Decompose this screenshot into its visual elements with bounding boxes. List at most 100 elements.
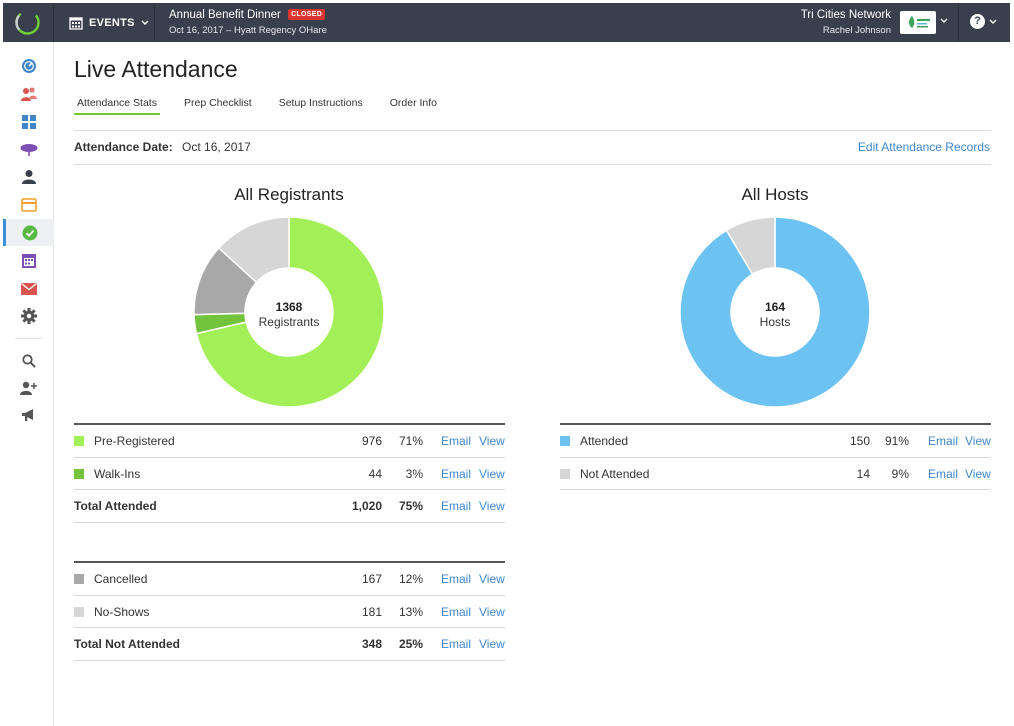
registrants-donut-chart [193, 216, 385, 408]
table-row: Pre-Registered 976 71% Email View [74, 425, 505, 458]
email-link[interactable]: Email [928, 434, 959, 448]
row-count: 976 [361, 434, 382, 448]
row-count: 167 [361, 572, 382, 586]
event-subtitle: Oct 16, 2017 – Hyatt Regency OHare [169, 25, 327, 36]
legend-swatch [74, 436, 84, 446]
status-badge: CLOSED [288, 9, 326, 20]
sidebar-item-announce[interactable] [3, 401, 54, 428]
row-label: Not Attended [580, 466, 650, 481]
app-logo-icon[interactable] [14, 9, 41, 36]
help-menu-button[interactable]: ? [970, 14, 997, 29]
email-link[interactable]: Email [441, 434, 472, 448]
add-user-icon [20, 381, 37, 395]
view-link[interactable]: View [479, 637, 505, 651]
email-link[interactable]: Email [928, 466, 959, 481]
divider [154, 3, 155, 42]
row-percent: 13% [398, 604, 423, 619]
table-row: Cancelled 167 12% Email View [74, 563, 505, 596]
help-icon: ? [970, 14, 985, 29]
divider [958, 3, 959, 42]
tab-order-info[interactable]: Order Info [389, 97, 438, 109]
email-link[interactable]: Email [441, 499, 472, 513]
calendar-grid-icon [69, 17, 83, 30]
sidebar-item-ticket[interactable] [3, 191, 54, 218]
sidebar-item-person[interactable] [3, 163, 54, 190]
table-row: Not Attended 14 9% Email View [560, 458, 991, 490]
event-name: Annual Benefit Dinner [169, 9, 281, 21]
person-icon [21, 169, 36, 184]
sidebar-item-dashboard[interactable] [3, 52, 54, 79]
mail-icon [20, 282, 37, 295]
sidebar-item-settings[interactable] [3, 302, 54, 329]
donut-slice-not-attended [725, 216, 776, 276]
row-percent: 3% [405, 466, 423, 481]
sidebar-item-attendance[interactable] [3, 219, 54, 246]
attendance-date-label: Attendance Date: [74, 140, 173, 154]
chevron-down-icon[interactable] [940, 18, 948, 24]
view-link[interactable]: View [479, 466, 505, 481]
sidebar-divider [15, 338, 42, 339]
table-total-row: Total Not Attended 348 25% Email View [74, 628, 505, 661]
divider [53, 3, 54, 42]
chevron-down-icon [989, 19, 997, 24]
view-link[interactable]: View [479, 604, 505, 619]
row-count: 181 [361, 604, 382, 619]
user-name[interactable]: Rachel Johnson [822, 25, 891, 36]
tables-icon [20, 143, 37, 156]
chevron-down-icon [141, 20, 149, 25]
row-label: Walk-Ins [94, 466, 141, 481]
chart-title-hosts: All Hosts [741, 185, 809, 204]
edit-attendance-records-link[interactable]: Edit Attendance Records [857, 140, 990, 154]
email-link[interactable]: Email [441, 572, 472, 586]
table-row: Attended 150 91% Email View [560, 425, 991, 458]
view-link[interactable]: View [965, 434, 991, 448]
sidebar-item-modules[interactable] [3, 108, 54, 135]
donut-slice-attended [679, 216, 871, 408]
legend-swatch [74, 468, 84, 479]
tab-setup-instructions[interactable]: Setup Instructions [278, 97, 363, 109]
org-name[interactable]: Tri Cities Network [800, 9, 891, 21]
view-link[interactable]: View [479, 572, 505, 586]
tab-attendance-stats[interactable]: Attendance Stats [74, 97, 160, 115]
email-link[interactable]: Email [441, 466, 472, 481]
row-percent: 71% [398, 434, 423, 448]
settings-icon [20, 307, 37, 324]
org-logo[interactable] [900, 11, 936, 34]
legend-swatch [74, 574, 84, 584]
row-percent: 12% [398, 572, 423, 586]
sidebar-item-search[interactable] [3, 347, 54, 374]
calendar-icon [21, 254, 36, 268]
modules-icon [21, 114, 36, 129]
donut-slice-pre-registered [195, 216, 385, 408]
tab-prep-checklist[interactable]: Prep Checklist [183, 97, 252, 109]
email-link[interactable]: Email [441, 637, 472, 651]
view-link[interactable]: View [479, 499, 505, 513]
sidebar-item-mail[interactable] [3, 275, 54, 302]
email-link[interactable]: Email [441, 604, 472, 619]
view-link[interactable]: View [965, 466, 991, 481]
registrants-center-label: Registrants [258, 315, 320, 329]
row-label: Pre-Registered [94, 434, 175, 448]
row-count: 14 [856, 466, 870, 481]
legend-swatch [560, 468, 570, 479]
row-percent: 9% [891, 466, 909, 481]
events-menu-button[interactable]: EVENTS [69, 15, 149, 31]
not-attended-table: Cancelled 167 12% Email View No-Shows 18… [74, 561, 505, 661]
chart-title-registrants: All Registrants [234, 185, 344, 204]
sidebar-item-calendar[interactable] [3, 247, 54, 274]
table-row: Walk-Ins 44 3% Email View [74, 458, 505, 490]
sidebar-item-add-user[interactable] [3, 374, 54, 401]
sidebar-item-tables[interactable] [3, 135, 54, 162]
row-label: Cancelled [94, 572, 148, 586]
tab-bar: Attendance Stats Prep Checklist Setup In… [74, 97, 461, 115]
check-icon [22, 225, 38, 240]
page-title: Live Attendance [74, 56, 238, 82]
app-window: EVENTS Annual Benefit Dinner CLOSED Oct … [3, 3, 1010, 726]
registrants-total: 1368 [275, 300, 303, 314]
view-link[interactable]: View [479, 434, 505, 448]
events-label: EVENTS [89, 17, 135, 29]
table-row: No-Shows 181 13% Email View [74, 596, 505, 628]
row-count: 1,020 [351, 499, 382, 513]
table-total-row: Total Attended 1,020 75% Email View [74, 490, 505, 523]
sidebar-item-contacts[interactable] [3, 80, 54, 107]
